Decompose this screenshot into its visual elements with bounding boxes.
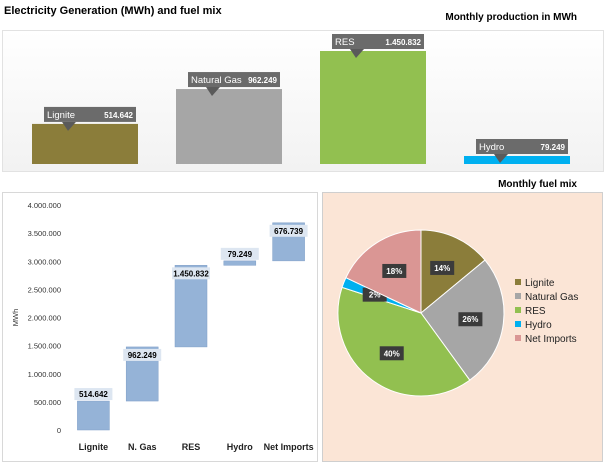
callout-pointer [62,121,76,131]
data-label: 14% [434,264,450,273]
data-label: 18% [386,267,402,276]
fuel-mix-subtitle: Monthly fuel mix [498,179,577,190]
y-tick-label: 1.000.000 [28,370,61,379]
production-bar-chart: Lignite 514.642 Natural Gas 962.249 RES 1.450… [32,34,570,164]
production-chart-panel: Lignite 514.642 Natural Gas 962.249 RES 1.450… [2,30,604,172]
data-label-box [269,224,308,237]
callout-category: Hydro [479,142,504,153]
bar-hydro [464,156,570,164]
legend-swatch [515,335,521,341]
x-tick-label: Lignite [79,442,109,452]
data-label: 79.249 [541,143,566,152]
data-label: 962.249 [248,76,277,85]
bar-lignite [32,123,138,164]
data-label: 962.249 [128,351,157,360]
callout-pointer [206,87,220,97]
y-tick-label: 2.500.000 [28,285,61,294]
legend-label: Net Imports [525,334,577,345]
data-label-box [172,267,210,280]
data-label: 40% [384,349,400,358]
data-label: 1.450.832 [173,269,209,278]
data-label-box [74,388,113,401]
data-label: 1.450.832 [385,38,421,47]
data-label: 79.249 [228,250,253,259]
legend-swatch [515,293,521,299]
callout-pointer [494,154,508,163]
callout-box [332,34,424,49]
data-label-box [430,260,455,275]
data-label: 26% [462,315,478,324]
legend-label: Hydro [525,320,552,331]
waterfall-chart-panel: 0 500.000 1.000.000 1.500.000 2.000.000 2.500… [2,192,318,462]
y-tick-label: 3.500.000 [28,229,61,238]
legend-label: Lignite [525,278,555,289]
callout-category: Lignite [47,110,75,121]
legend-swatch [515,307,521,313]
y-tick-label: 3.000.000 [28,257,61,266]
callout-box [476,139,568,154]
x-tick-label: N. Gas [128,442,157,452]
waterfall-chart: 0 500.000 1.000.000 1.500.000 2.000.000 2.500… [11,201,314,452]
y-tick-label: 4.000.000 [28,201,61,210]
data-label-box [123,348,162,361]
callout-category: Natural Gas [191,75,242,86]
production-chart-subtitle: Monthly production in MWh [445,12,577,23]
data-label-box [379,346,404,361]
legend-label: RES [525,306,546,317]
bar-res [320,51,426,164]
data-label: 514.642 [79,390,108,399]
data-label: 676.739 [274,227,303,236]
legend-swatch [515,279,521,285]
callout-box [188,72,280,88]
waterfall-bar-lignite [77,400,110,431]
legend-swatch [515,321,521,327]
callout-category: RES [335,37,355,48]
y-tick-label: 0 [57,426,61,435]
data-label-box [382,263,407,278]
data-label-box [458,312,483,327]
legend-label: Natural Gas [525,292,578,303]
page-title: Electricity Generation (MWh) and fuel mi… [4,5,222,17]
data-label: 514.642 [104,111,133,120]
data-label: 2% [369,291,381,300]
callout-box [44,106,136,122]
callout-pointer [350,49,364,58]
x-tick-label: RES [182,442,201,452]
fuel-mix-pie-panel: 14% 26% 40% 2% 18% Lignite Natural Gas RES Hydro… [322,192,603,462]
y-tick-label: 500.000 [34,398,61,407]
fuel-mix-pie-chart: 14% 26% 40% 2% 18% Lignite Natural Gas RES Hydro… [337,229,578,397]
data-label-box [220,247,259,260]
bar-natural-gas [176,89,282,164]
y-axis-label: MWh [11,309,20,327]
x-tick-label: Hydro [227,442,254,452]
x-tick-label: Net Imports [264,442,314,452]
y-tick-label: 2.000.000 [28,314,61,323]
pie-slice-res [337,286,471,397]
waterfall-bar-hydro [223,260,257,266]
y-tick-label: 1.500.000 [28,342,61,351]
